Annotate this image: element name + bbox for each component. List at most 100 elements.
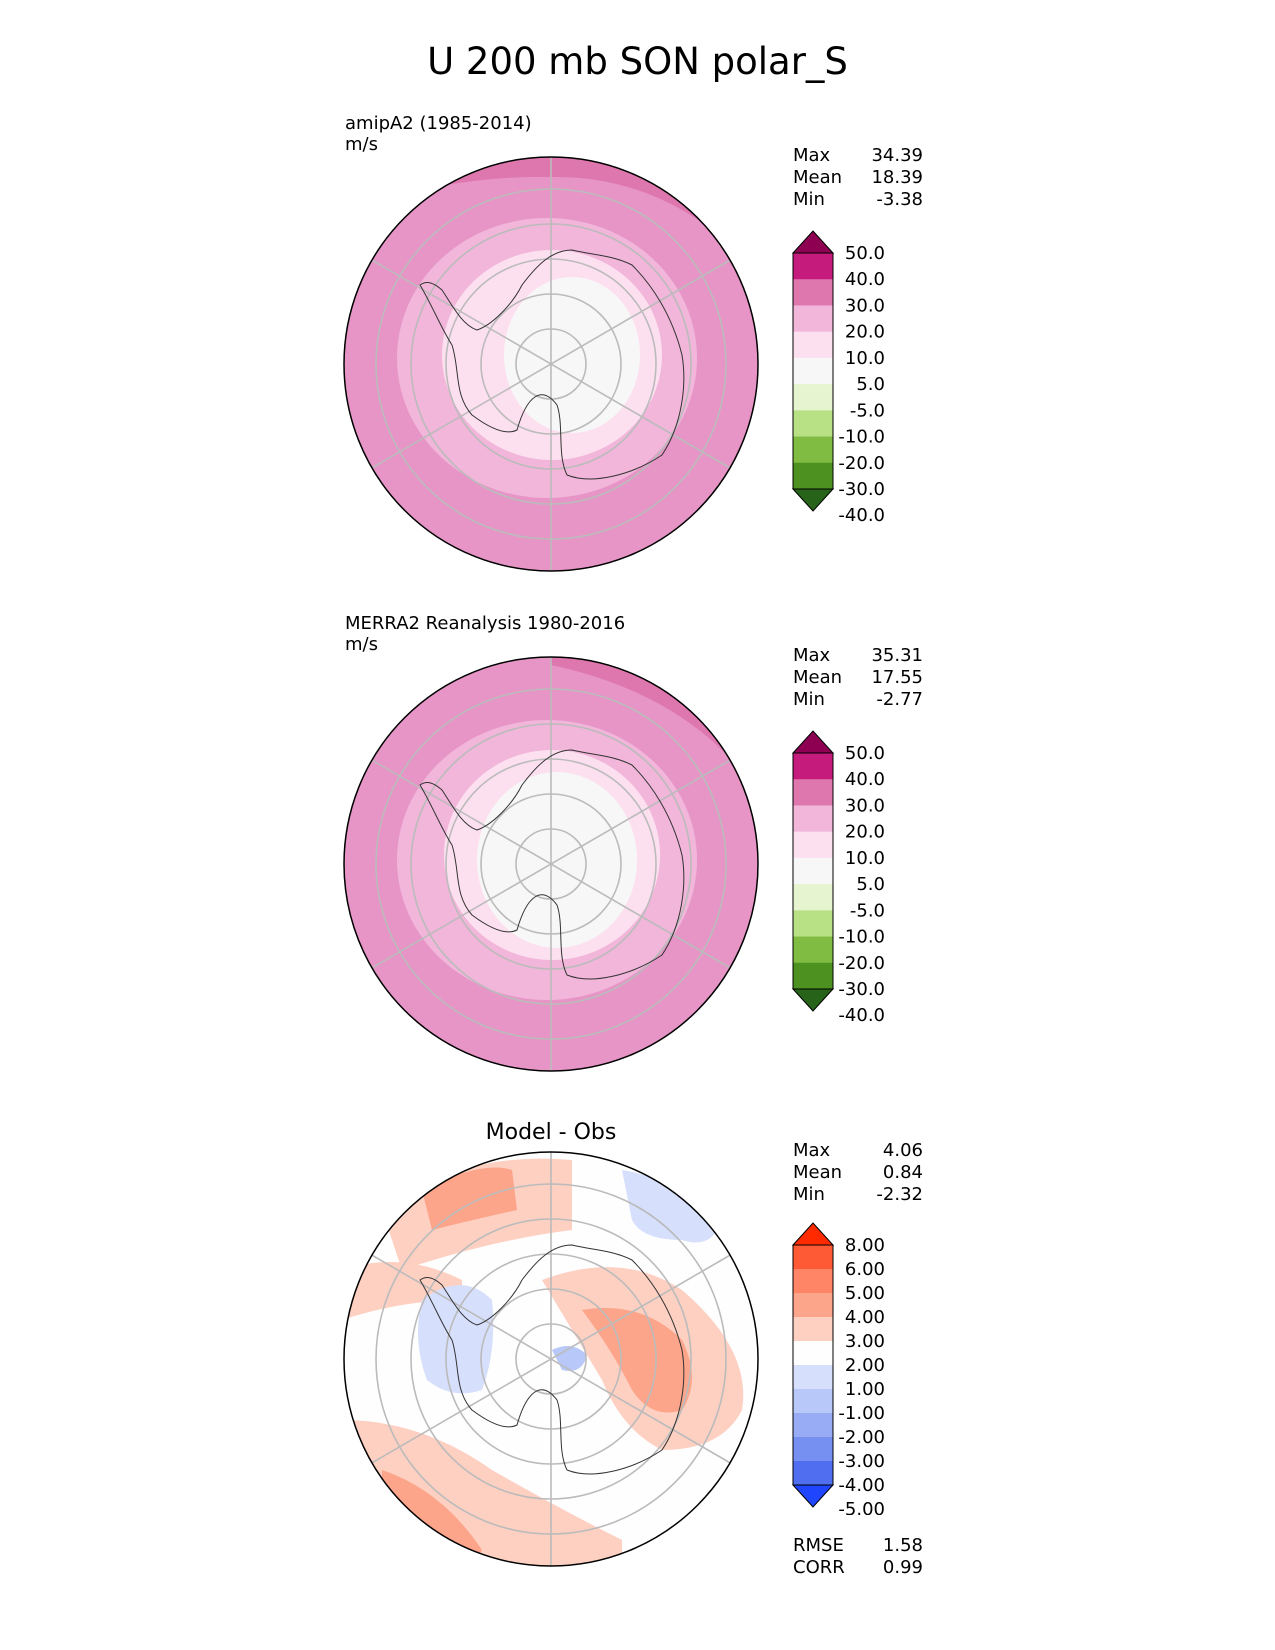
min-label: Min	[793, 689, 825, 710]
panel3-colorbar: 8.00 6.00 5.00 4.00 3.00 2.00 1.00 -1.00 -2.00 -3…	[791, 1222, 885, 1515]
max-value: 4.06	[882, 1140, 923, 1161]
panel1-units: m/s	[345, 134, 378, 155]
figure-title: U 200 mb SON polar_S	[427, 40, 848, 83]
colorbar-tick-label: 40.0	[845, 769, 885, 790]
colorbar-segment	[793, 1413, 833, 1438]
colorbar-outline	[792, 252, 834, 490]
colorbar-tick-label: -40.0	[838, 505, 885, 523]
colorbar-tick-label: -30.0	[838, 979, 885, 1000]
colorbar-extend-bottom	[791, 488, 835, 512]
colorbar-tick-label: -20.0	[838, 453, 885, 474]
colorbar-segment	[793, 910, 833, 938]
colorbar-tick-label: 5.0	[856, 874, 885, 895]
colorbar-tick-label: -5.00	[838, 1499, 885, 1515]
mean-label: Mean	[793, 167, 843, 188]
min-label: Min	[793, 1184, 825, 1205]
rmse-label: RMSE	[793, 1535, 844, 1556]
colorbar-tick-label: 4.00	[845, 1307, 885, 1328]
colorbar-tick-label: 30.0	[845, 795, 885, 816]
colorbar-tick-label: -2.00	[838, 1427, 885, 1448]
panel1-subtitle: amipA2 (1985-2014) m/s	[345, 113, 532, 155]
colorbar-segment	[793, 962, 833, 990]
colorbar-tick-label: 10.0	[845, 848, 885, 869]
panel3-metrics: RMSE 1.58 CORR 0.99	[793, 1535, 923, 1579]
colorbar-extend-top	[791, 730, 835, 754]
colorbar-segment	[793, 436, 833, 464]
max-value: 34.39	[871, 145, 923, 166]
panel2-stats: Max 35.31 Mean 17.55 Min -2.77	[793, 645, 923, 711]
colorbar-segment	[793, 779, 833, 806]
colorbar-tick-label: -10.0	[838, 927, 885, 948]
colorbar-tick-label: 20.0	[845, 322, 885, 343]
colorbar-tick-label: 8.00	[845, 1235, 885, 1256]
panel2-colorbar: 50.0 40.0 30.0 20.0 10.0 5.0 -5.0 -10.0 -20.0 -30…	[791, 730, 885, 1023]
panel1-colorbar: 50.0 40.0 30.0 20.0 10.0 5.0 -5.0 -10.0 -20.0 -30…	[791, 230, 885, 523]
colorbar-extend-top	[791, 1222, 835, 1246]
colorbar-segment	[793, 1461, 833, 1486]
colorbar-segment	[793, 462, 833, 490]
colorbar-segment	[793, 831, 833, 859]
colorbar-tick-label: -10.0	[838, 427, 885, 448]
colorbar-segment	[793, 357, 833, 385]
panel2-units: m/s	[345, 634, 378, 655]
min-value: -2.77	[876, 689, 923, 710]
colorbar-segment	[793, 1389, 833, 1414]
colorbar-tick-label: -40.0	[838, 1005, 885, 1023]
colorbar-segment	[793, 305, 833, 333]
colorbar-extend-bottom	[791, 1484, 835, 1508]
panel2-polar-map	[343, 656, 759, 1072]
colorbar-extend-bottom	[791, 988, 835, 1012]
colorbar-extend-top	[791, 230, 835, 254]
colorbar-segment	[793, 410, 833, 438]
colorbar-segment	[793, 884, 833, 911]
colorbar-tick-label: 50.0	[845, 743, 885, 764]
colorbar-segment	[793, 331, 833, 359]
colorbar-tick-label: -5.0	[850, 900, 885, 921]
panel2-ref-name: MERRA2 Reanalysis 1980-2016	[345, 613, 626, 634]
colorbar-tick-label: 6.00	[845, 1259, 885, 1280]
panel3-stats: Max 4.06 Mean 0.84 Min -2.32	[793, 1140, 923, 1206]
colorbar-tick-label: -20.0	[838, 953, 885, 974]
panel1-stats: Max 34.39 Mean 18.39 Min -3.38	[793, 145, 923, 211]
corr-label: CORR	[793, 1557, 845, 1578]
colorbar-segment	[793, 1245, 833, 1270]
max-label: Max	[793, 145, 831, 166]
colorbar-tick-label: 20.0	[845, 822, 885, 843]
min-value: -2.32	[876, 1184, 923, 1205]
colorbar-tick-label: 40.0	[845, 269, 885, 290]
mean-value: 18.39	[871, 167, 923, 188]
panel1-test-name: amipA2 (1985-2014)	[345, 113, 532, 134]
panel3-polar-map	[343, 1151, 759, 1567]
panel1-polar-map	[343, 156, 759, 572]
mean-value: 17.55	[871, 667, 923, 688]
max-value: 35.31	[871, 645, 923, 666]
colorbar-segment	[793, 1293, 833, 1318]
colorbar-tick-label: -3.00	[838, 1451, 885, 1472]
colorbar-tick-label: 30.0	[845, 295, 885, 316]
panel2-subtitle: MERRA2 Reanalysis 1980-2016 m/s	[345, 613, 625, 655]
colorbar-outline	[792, 752, 834, 990]
colorbar-tick-label: 5.00	[845, 1283, 885, 1304]
colorbar-segment	[793, 936, 833, 964]
colorbar-tick-label: 2.00	[845, 1355, 885, 1376]
rmse-value: 1.58	[882, 1535, 923, 1556]
colorbar-segment	[793, 805, 833, 833]
colorbar-tick-label: 10.0	[845, 348, 885, 369]
colorbar-segment	[793, 1317, 833, 1342]
panel3-subtitle: Model - Obs	[485, 1120, 617, 1145]
colorbar-tick-label: 3.00	[845, 1331, 885, 1352]
mean-label: Mean	[793, 667, 843, 688]
colorbar-segment	[793, 279, 833, 306]
colorbar-segment	[793, 1365, 833, 1390]
min-value: -3.38	[876, 189, 923, 210]
max-label: Max	[793, 1140, 831, 1161]
colorbar-segment	[793, 1269, 833, 1294]
colorbar-tick-label: -1.00	[838, 1403, 885, 1424]
colorbar-segment	[793, 857, 833, 885]
max-label: Max	[793, 645, 831, 666]
colorbar-tick-label: -5.0	[850, 400, 885, 421]
colorbar-tick-label: 5.0	[856, 374, 885, 395]
colorbar-segment	[793, 384, 833, 411]
colorbar-tick-label: -4.00	[838, 1475, 885, 1496]
colorbar-outline	[792, 1244, 834, 1486]
